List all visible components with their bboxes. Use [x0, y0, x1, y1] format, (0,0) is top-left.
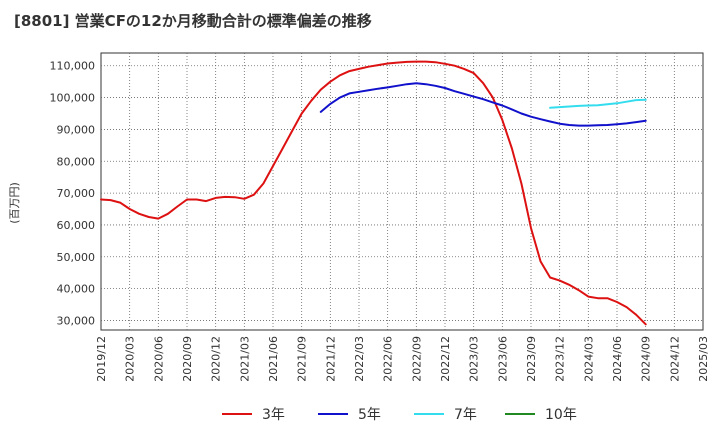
- x-tick-label: 2022/09: [410, 336, 423, 382]
- x-tick-label: 2024/12: [668, 336, 681, 382]
- x-tick-label: 2025/03: [697, 336, 710, 382]
- series-line: [549, 98, 647, 109]
- plot-area: [100, 52, 704, 331]
- y-tick-label: 50,000: [57, 251, 96, 264]
- legend: 3年 5年 7年 10年: [222, 407, 577, 423]
- x-tick-label: 2020/03: [124, 336, 137, 382]
- x-axis: 2019/12 2020/03 2020/06 2020/09 2020/12 2021/…: [95, 336, 710, 382]
- series-layer: [100, 60, 647, 326]
- y-tick-label: 40,000: [57, 283, 96, 296]
- x-tick-label: 2022/03: [353, 336, 366, 382]
- y-tick-label: 80,000: [57, 155, 96, 168]
- x-tick-label: 2023/06: [496, 336, 509, 382]
- x-tick-label: 2021/12: [324, 336, 337, 382]
- chart-title: [8801] 営業CFの12か月移動合計の標準偏差の推移: [14, 12, 372, 30]
- legend-label: 7年: [454, 407, 477, 423]
- x-tick-label: 2021/06: [267, 336, 280, 382]
- y-tick-label: 70,000: [57, 187, 96, 200]
- series-line: [100, 60, 647, 326]
- y-axis-label: (百万円): [8, 182, 21, 224]
- x-tick-label: 2022/06: [382, 336, 395, 382]
- x-tick-label: 2024/03: [582, 336, 595, 382]
- x-tick-label: 2020/12: [210, 336, 223, 382]
- x-tick-label: 2021/03: [238, 336, 251, 382]
- y-tick-label: 110,000: [50, 60, 96, 73]
- x-tick-label: 2019/12: [95, 336, 108, 382]
- legend-label: 5年: [358, 407, 381, 423]
- x-tick-label: 2020/09: [181, 336, 194, 382]
- series-line: [319, 82, 647, 127]
- x-tick-label: 2022/12: [439, 336, 452, 382]
- legend-label: 3年: [262, 407, 285, 423]
- x-tick-label: 2020/06: [152, 336, 165, 382]
- x-tick-label: 2021/09: [296, 336, 309, 382]
- y-tick-label: 30,000: [57, 314, 96, 327]
- x-tick-label: 2023/03: [468, 336, 481, 382]
- y-tick-label: 100,000: [50, 92, 96, 105]
- y-tick-label: 90,000: [57, 123, 96, 136]
- x-tick-label: 2023/09: [525, 336, 538, 382]
- legend-label: 10年: [545, 407, 577, 423]
- x-tick-label: 2024/06: [611, 336, 624, 382]
- y-tick-label: 60,000: [57, 219, 96, 232]
- grid-layer: [101, 53, 703, 330]
- x-tick-label: 2024/09: [640, 336, 653, 382]
- y-axis: 30,000 40,000 50,000 60,000 70,000 80,000 90,0…: [50, 60, 96, 328]
- x-tick-label: 2023/12: [554, 336, 567, 382]
